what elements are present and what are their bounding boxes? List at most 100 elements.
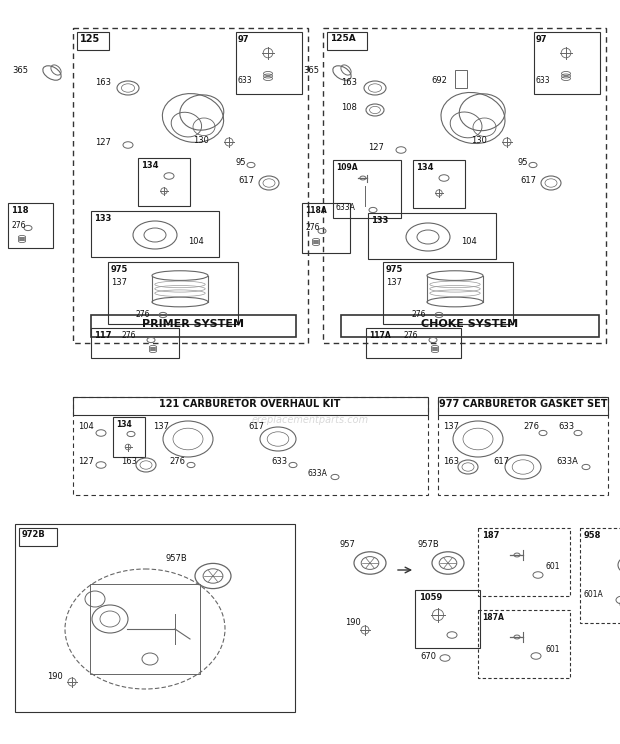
Text: 109A: 109A <box>336 163 358 172</box>
Text: 601A: 601A <box>584 590 604 599</box>
Text: 127: 127 <box>368 143 384 152</box>
Text: 121 CARBURETOR OVERHAUL KIT: 121 CARBURETOR OVERHAUL KIT <box>159 399 340 409</box>
Text: 125: 125 <box>80 34 100 44</box>
Text: 365: 365 <box>12 66 28 75</box>
Text: 972B: 972B <box>22 530 46 539</box>
Text: 163: 163 <box>95 78 111 87</box>
Bar <box>438 397 608 415</box>
Text: 276: 276 <box>305 223 319 232</box>
Text: 958: 958 <box>584 531 601 540</box>
Text: 125A: 125A <box>330 34 356 43</box>
Text: 137: 137 <box>443 422 459 431</box>
Text: 276: 276 <box>523 422 539 431</box>
Text: 276: 276 <box>169 457 185 466</box>
Text: 118: 118 <box>11 206 29 215</box>
Text: 95: 95 <box>518 158 528 167</box>
Bar <box>8 203 53 248</box>
Text: PRIMER SYSTEM: PRIMER SYSTEM <box>142 319 244 329</box>
Bar <box>236 32 302 94</box>
Text: 133: 133 <box>371 216 388 225</box>
Text: 127: 127 <box>78 457 94 466</box>
Text: 95: 95 <box>236 158 247 167</box>
Text: 190: 190 <box>345 618 361 627</box>
Bar <box>438 397 608 495</box>
Text: 130: 130 <box>193 136 209 145</box>
Bar <box>108 262 238 324</box>
Bar <box>138 158 190 206</box>
Text: 670: 670 <box>420 652 436 661</box>
Text: 957B: 957B <box>165 554 187 563</box>
Text: 633: 633 <box>536 76 551 85</box>
Text: 133: 133 <box>94 214 112 223</box>
Text: 633: 633 <box>238 76 252 85</box>
Text: 108: 108 <box>341 103 357 112</box>
Text: 130: 130 <box>471 136 487 145</box>
Text: 163: 163 <box>443 457 459 466</box>
Text: 633A: 633A <box>308 469 328 478</box>
Bar <box>19 528 57 546</box>
Text: 276: 276 <box>135 310 149 319</box>
Text: 601: 601 <box>545 645 559 654</box>
Text: 975: 975 <box>111 265 128 274</box>
Bar <box>415 590 480 648</box>
Bar <box>302 203 350 253</box>
Text: 601: 601 <box>545 562 559 571</box>
Bar <box>73 397 428 495</box>
Bar <box>91 315 296 337</box>
Text: 276: 276 <box>121 331 136 340</box>
Bar <box>323 28 606 343</box>
Text: 617: 617 <box>238 176 254 185</box>
Text: 633A: 633A <box>556 457 578 466</box>
Text: 276: 276 <box>403 331 417 340</box>
Text: 137: 137 <box>386 278 402 287</box>
Bar <box>327 32 367 50</box>
Text: 137: 137 <box>153 422 169 431</box>
Bar <box>368 213 496 259</box>
Bar <box>413 160 465 208</box>
Text: 187: 187 <box>482 531 499 540</box>
Text: 134: 134 <box>116 420 131 429</box>
Bar <box>77 32 109 50</box>
Text: 190: 190 <box>47 672 63 681</box>
Text: 137: 137 <box>111 278 127 287</box>
Text: 104: 104 <box>461 237 477 246</box>
Text: 117A: 117A <box>369 331 391 340</box>
Bar <box>91 328 179 358</box>
Bar <box>383 262 513 324</box>
Text: 617: 617 <box>520 176 536 185</box>
Text: 957: 957 <box>340 540 356 549</box>
Text: 117: 117 <box>94 331 112 340</box>
Text: 97: 97 <box>536 35 547 44</box>
Bar <box>478 528 570 596</box>
Bar <box>15 524 295 712</box>
Text: 977 CARBURETOR GASKET SET: 977 CARBURETOR GASKET SET <box>439 399 607 409</box>
Text: CHOKE SYSTEM: CHOKE SYSTEM <box>422 319 518 329</box>
Bar <box>333 160 401 218</box>
Bar <box>366 328 461 358</box>
Text: 127: 127 <box>95 138 111 147</box>
Text: 104: 104 <box>188 237 204 246</box>
Bar <box>73 397 428 415</box>
Text: 276: 276 <box>11 221 25 230</box>
Text: 633: 633 <box>271 457 287 466</box>
Text: 187A: 187A <box>482 613 504 622</box>
Bar <box>73 28 308 343</box>
Text: ereplacementparts.com: ereplacementparts.com <box>252 415 368 425</box>
Text: 1059: 1059 <box>419 593 442 602</box>
Text: 975: 975 <box>386 265 404 274</box>
Bar <box>113 417 145 457</box>
Text: 163: 163 <box>341 78 357 87</box>
Text: 134: 134 <box>416 163 433 172</box>
Text: 957B: 957B <box>418 540 440 549</box>
Bar <box>534 32 600 94</box>
Text: 365: 365 <box>303 66 319 75</box>
Text: 163: 163 <box>121 457 137 466</box>
Bar <box>580 528 620 623</box>
Text: 104: 104 <box>78 422 94 431</box>
Text: 692: 692 <box>431 76 447 85</box>
Bar <box>455 70 467 88</box>
Text: 617: 617 <box>493 457 509 466</box>
Text: 97: 97 <box>238 35 249 44</box>
Text: 617: 617 <box>248 422 264 431</box>
Text: 134: 134 <box>141 161 159 170</box>
